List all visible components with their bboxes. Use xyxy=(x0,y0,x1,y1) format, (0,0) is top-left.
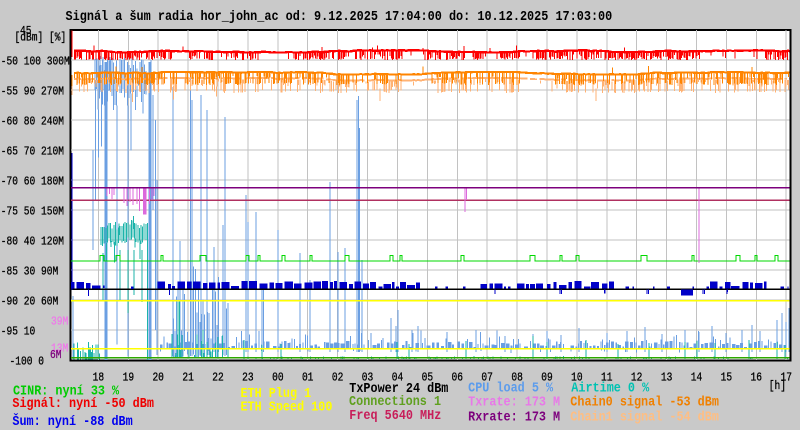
svg-text:00: 00 xyxy=(272,372,283,385)
svg-text:39M: 39M xyxy=(51,315,68,328)
svg-text:-95 10: -95 10 xyxy=(1,325,35,338)
svg-text:15: 15 xyxy=(721,372,732,385)
svg-text:22: 22 xyxy=(212,372,223,385)
svg-text:[dBm] [%]: [dBm] [%] xyxy=(15,32,67,45)
svg-text:Signál a šum radia hor_john_ac: Signál a šum radia hor_john_ac od: 9.12.… xyxy=(66,8,613,24)
svg-text:05: 05 xyxy=(422,372,433,385)
svg-text:13: 13 xyxy=(661,372,672,385)
svg-text:13M: 13M xyxy=(51,343,68,356)
svg-text:Signál: nyní -50 dBm: Signál: nyní -50 dBm xyxy=(12,395,154,411)
svg-text:07: 07 xyxy=(481,372,492,385)
svg-text:-60 80 240M: -60 80 240M xyxy=(1,115,64,128)
svg-text:-90 20 60M: -90 20 60M xyxy=(1,295,58,308)
svg-text:Freq 5640 MHz: Freq 5640 MHz xyxy=(349,407,441,423)
svg-text:19: 19 xyxy=(123,372,134,385)
svg-text:10: 10 xyxy=(571,372,582,385)
svg-text:04: 04 xyxy=(392,372,403,385)
svg-text:45: 45 xyxy=(20,25,31,38)
svg-text:12: 12 xyxy=(631,372,642,385)
svg-text:16: 16 xyxy=(751,372,762,385)
svg-text:-55 90 270M: -55 90 270M xyxy=(1,85,64,98)
svg-text:17: 17 xyxy=(780,372,791,385)
svg-text:-100 0: -100 0 xyxy=(10,356,44,369)
svg-text:20: 20 xyxy=(152,372,163,385)
svg-text:ETH Speed 100: ETH Speed 100 xyxy=(240,399,332,415)
svg-text:-50 100 300M: -50 100 300M xyxy=(1,55,70,68)
svg-text:-70 60 180M: -70 60 180M xyxy=(1,175,64,188)
svg-text:[h]: [h] xyxy=(769,380,786,393)
svg-text:21: 21 xyxy=(182,372,193,385)
svg-text:-75 50 150M: -75 50 150M xyxy=(1,205,64,218)
svg-text:-65 70 210M: -65 70 210M xyxy=(1,145,64,158)
svg-text:06: 06 xyxy=(452,372,463,385)
svg-text:TxPower 24 dBm: TxPower 24 dBm xyxy=(349,380,448,396)
svg-text:18: 18 xyxy=(93,372,104,385)
svg-text:Chain1 signal -54 dBm: Chain1 signal -54 dBm xyxy=(570,409,719,425)
svg-text:Airtime 0 %: Airtime 0 % xyxy=(571,380,649,396)
svg-text:02: 02 xyxy=(332,372,343,385)
svg-text:Chain0 signal -53 dBm: Chain0 signal -53 dBm xyxy=(570,394,719,410)
svg-text:Šum: nyní -88 dBm: Šum: nyní -88 dBm xyxy=(12,413,133,429)
svg-text:CINR: nyní 33 %: CINR: nyní 33 % xyxy=(13,382,119,398)
svg-text:Connections 1: Connections 1 xyxy=(349,393,441,409)
svg-text:CPU load 5 %: CPU load 5 % xyxy=(468,380,553,396)
svg-text:6M: 6M xyxy=(50,349,61,362)
svg-text:Txrate: 173 M: Txrate: 173 M xyxy=(468,394,560,410)
svg-text:01: 01 xyxy=(302,372,313,385)
svg-text:Rxrate: 173 M: Rxrate: 173 M xyxy=(468,409,560,425)
svg-text:08: 08 xyxy=(511,372,522,385)
svg-text:09: 09 xyxy=(541,372,552,385)
svg-text:11: 11 xyxy=(601,372,612,385)
svg-text:-80 40 120M: -80 40 120M xyxy=(1,235,64,248)
svg-text:23: 23 xyxy=(242,372,253,385)
svg-text:14: 14 xyxy=(691,372,702,385)
svg-text:-85 30 90M: -85 30 90M xyxy=(1,265,58,278)
svg-text:03: 03 xyxy=(362,372,373,385)
svg-text:ETH Plug 1: ETH Plug 1 xyxy=(240,385,311,401)
